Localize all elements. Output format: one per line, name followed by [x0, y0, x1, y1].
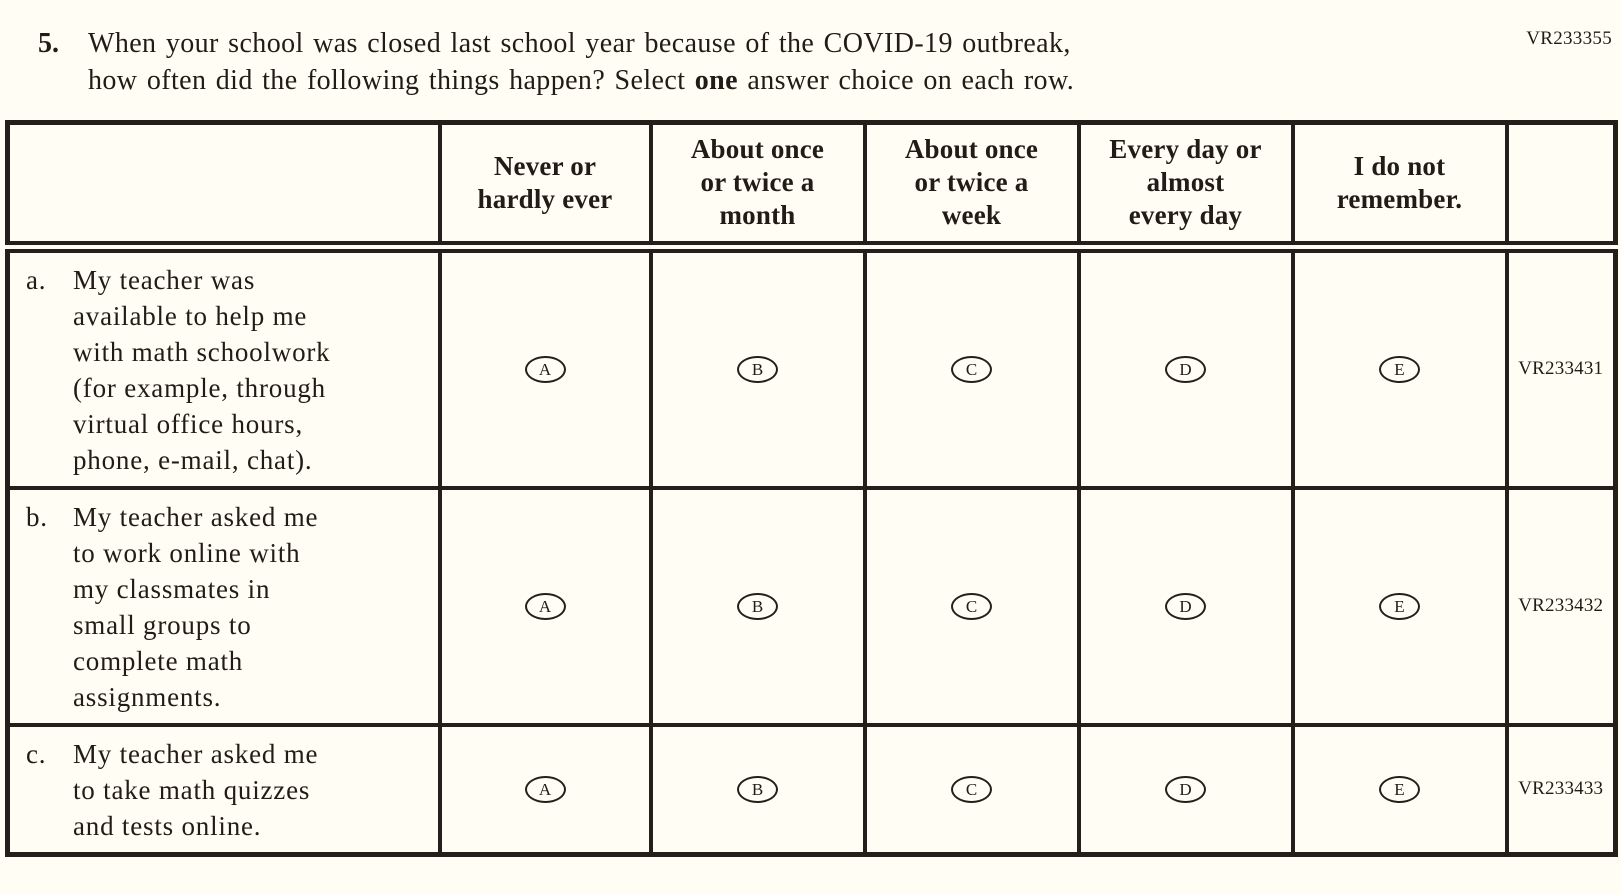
row-b-option-e-cell: E [1290, 485, 1509, 727]
row-a-option-d-bubble[interactable]: D [1165, 355, 1206, 383]
table-row-c: c. My teacher asked me to take math quiz… [5, 722, 1618, 856]
row-c-option-e-bubble[interactable]: E [1379, 775, 1420, 803]
column-header-every-day: Every day or almost every day [1076, 120, 1295, 253]
row-a-option-c-cell: C [862, 244, 1081, 490]
row-c-option-c-bubble[interactable]: C [951, 775, 992, 803]
question-line-1: When your school was closed last school … [88, 28, 1071, 59]
code-column-header [1504, 120, 1618, 253]
row-c-option-a-bubble[interactable]: A [524, 775, 566, 803]
row-b-statement-text: My teacher asked me to work online with … [73, 501, 319, 712]
row-b-option-b-bubble[interactable]: B [737, 592, 778, 620]
row-b-option-c-bubble[interactable]: C [951, 592, 992, 620]
row-b-code: VR233432 [1504, 485, 1618, 727]
row-c-statement: c. My teacher asked me to take math quiz… [26, 736, 432, 844]
option-letter: E [1394, 597, 1405, 616]
row-b-statement: b. My teacher asked me to work online wi… [26, 499, 432, 715]
row-b-option-a-cell: A [437, 485, 653, 727]
row-a-option-a-cell: A [437, 244, 653, 490]
question-text: When your school was closed last school … [88, 25, 1074, 99]
row-a-code: VR233431 [1504, 244, 1618, 490]
response-matrix: Never or hardly ever About once or twice… [5, 120, 1618, 857]
option-letter: A [538, 360, 552, 379]
row-b-option-d-bubble[interactable]: D [1165, 592, 1206, 620]
question-line-2-end: answer choice on each row. [737, 65, 1075, 96]
row-a-statement-text: My teacher was available to help me with… [73, 264, 331, 475]
statement-column-header [5, 120, 442, 253]
row-a-statement: a. My teacher was available to help me w… [26, 262, 432, 478]
table-row-b: b. My teacher asked me to work online wi… [5, 485, 1618, 727]
row-c-code: VR233433 [1504, 722, 1618, 856]
question-line-2-start: how often did the following things happe… [88, 65, 695, 96]
question-emphasis-one: one [694, 65, 738, 96]
row-a-statement-cell: a. My teacher was available to help me w… [5, 244, 442, 490]
option-letter: D [1179, 597, 1192, 616]
option-letter: D [1179, 360, 1192, 379]
row-a-option-e-cell: E [1290, 244, 1509, 490]
row-c-option-e-cell: E [1290, 722, 1509, 856]
row-b-option-e-bubble[interactable]: E [1379, 592, 1420, 620]
option-letter: C [965, 360, 978, 379]
column-header-do-not-remember: I do not remember. [1290, 120, 1509, 253]
row-b-label: b. [26, 501, 48, 532]
form-code: VR233355 [1526, 28, 1612, 49]
row-c-option-b-cell: B [648, 722, 867, 856]
row-b-statement-cell: b. My teacher asked me to work online wi… [5, 485, 442, 727]
table-row-a: a. My teacher was available to help me w… [5, 244, 1618, 490]
row-b-option-b-cell: B [648, 485, 867, 727]
column-header-once-twice-week: About once or twice a week [862, 120, 1081, 253]
option-letter: E [1394, 780, 1405, 799]
row-c-option-c-cell: C [862, 722, 1081, 856]
question-block: 5. When your school was closed last scho… [38, 25, 1621, 99]
row-b-option-a-bubble[interactable]: A [524, 592, 566, 620]
row-c-option-a-cell: A [437, 722, 653, 856]
row-a-label: a. [26, 264, 47, 295]
option-letter: A [538, 597, 552, 616]
row-a-option-b-cell: B [648, 244, 867, 490]
option-letter: E [1394, 360, 1405, 379]
header-row: Never or hardly ever About once or twice… [5, 120, 1618, 253]
option-letter: B [751, 360, 764, 379]
row-c-option-d-bubble[interactable]: D [1165, 775, 1206, 803]
row-c-statement-text: My teacher asked me to take math quizzes… [73, 738, 319, 841]
row-c-statement-cell: c. My teacher asked me to take math quiz… [5, 722, 442, 856]
question-number: 5. [38, 28, 59, 59]
row-c-option-b-bubble[interactable]: B [737, 775, 778, 803]
option-letter: C [965, 597, 978, 616]
row-a-option-a-bubble[interactable]: A [524, 355, 566, 383]
option-letter: D [1179, 780, 1192, 799]
question-line-2: how often did the following things happe… [88, 62, 1074, 99]
column-header-once-twice-month: About once or twice a month [648, 120, 867, 253]
row-b-option-c-cell: C [862, 485, 1081, 727]
option-letter: B [751, 597, 764, 616]
column-header-never-or-hardly-ever: Never or hardly ever [437, 120, 653, 253]
row-a-option-e-bubble[interactable]: E [1379, 355, 1420, 383]
row-a-option-b-bubble[interactable]: B [737, 355, 778, 383]
row-a-option-c-bubble[interactable]: C [951, 355, 992, 383]
option-letter: C [965, 780, 978, 799]
survey-page: { "page": { "form_code": "VR233355" }, "… [0, 25, 1621, 894]
row-b-option-d-cell: D [1076, 485, 1295, 727]
option-letter: B [751, 780, 764, 799]
option-letter: A [538, 780, 552, 799]
row-c-label: c. [26, 738, 47, 769]
row-c-option-d-cell: D [1076, 722, 1295, 856]
row-a-option-d-cell: D [1076, 244, 1295, 490]
